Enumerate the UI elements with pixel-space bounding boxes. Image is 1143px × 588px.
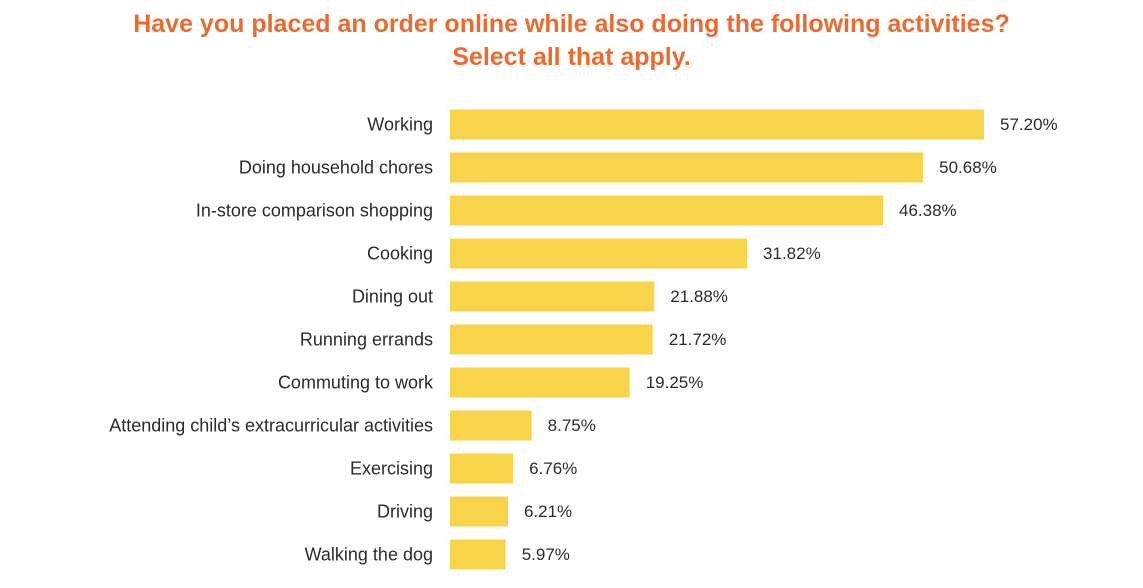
bar [450,109,984,140]
bar [450,410,532,441]
bar [450,324,653,355]
bar [450,496,508,527]
data-label: 8.75% [548,416,596,435]
category-label: Exercising [350,459,433,479]
category-label: Driving [377,502,433,522]
category-label: Walking the dog [305,545,433,565]
bar [450,195,883,226]
data-label: 6.76% [529,459,577,478]
bar [450,539,506,570]
category-label: Attending child’s extracurricular activi… [109,416,433,436]
category-label: Cooking [367,244,433,264]
data-label: 6.21% [524,502,572,521]
category-label: Doing household chores [239,158,433,178]
category-label: Commuting to work [278,373,434,393]
data-label: 31.82% [763,244,821,263]
category-label: In-store comparison shopping [196,201,433,221]
data-label: 21.72% [669,330,727,349]
chart-title-block: Have you placed an order online while al… [0,8,1143,74]
data-label: 19.25% [646,373,704,392]
chart-title: Have you placed an order online while al… [133,10,1010,38]
bar [450,238,748,269]
category-label: Dining out [352,287,433,307]
category-label: Running errands [300,330,433,350]
bar [450,152,924,183]
data-label: 46.38% [899,201,957,220]
category-label: Working [367,115,433,135]
data-label: 50.68% [939,158,997,177]
bar [450,367,630,398]
data-label: 57.20% [1000,115,1058,134]
bars-group: Working 57.20% Doing household chores 50.68… [109,109,1058,570]
bar [450,281,655,312]
data-label: 5.97% [522,545,570,564]
bar [450,453,514,484]
data-label: 21.88% [670,287,728,306]
chart-subtitle: Select all that apply. [452,43,691,71]
